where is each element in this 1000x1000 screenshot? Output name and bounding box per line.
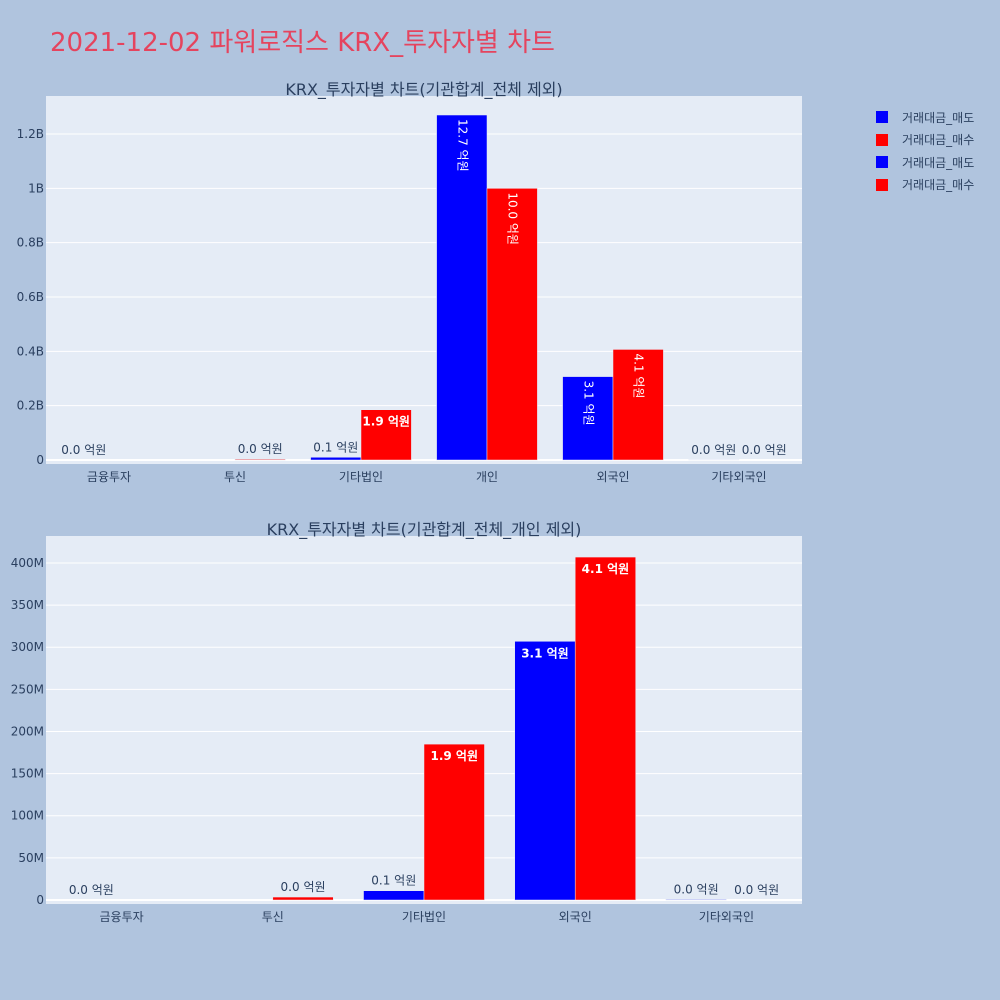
data-label: 12.7 억원 [455, 119, 469, 172]
data-label: 1.9 억원 [430, 749, 478, 763]
data-label: 0.0 억원 [742, 443, 787, 457]
y-tick-label: 1B [28, 181, 44, 195]
page-title: 2021-12-02 파워로직스 KRX_투자자별 차트 [50, 28, 555, 58]
y-tick-label: 1.2B [17, 127, 44, 141]
y-tick-label: 0.2B [17, 399, 44, 413]
data-label: 10.0 억원 [506, 192, 520, 245]
data-label: 0.0 억원 [734, 883, 779, 897]
data-label: 3.1 억원 [581, 381, 595, 426]
data-label: 3.1 억원 [521, 646, 569, 660]
y-tick-label: 350M [11, 598, 44, 612]
x-tick-label: 기타법인 [402, 910, 446, 924]
y-tick-label: 50M [18, 851, 44, 865]
bar-sell [310, 457, 362, 461]
x-tick-label: 기타외국인 [711, 470, 766, 484]
y-tick-label: 0.8B [17, 236, 44, 250]
data-label: 0.0 억원 [691, 443, 736, 457]
data-label: 4.1 억원 [582, 562, 630, 576]
legend-item-buy-2[interactable]: 거래대금_매수 [876, 174, 974, 197]
legend-label: 거래대금_매도 [902, 155, 975, 170]
bar-buy [612, 349, 664, 461]
data-label: 0.0 억원 [674, 882, 719, 896]
y-tick-label: 150M [11, 767, 44, 781]
x-tick-label: 기타외국인 [699, 910, 754, 924]
x-tick-label: 외국인 [559, 910, 592, 924]
legend-item-sell-1[interactable]: 거래대금_매도 [876, 106, 974, 129]
data-label: 0.0 억원 [69, 883, 114, 897]
subplot-title: KRX_투자자별 차트(기관합계_전체 제외) [285, 80, 562, 100]
data-label: 0.1 억원 [371, 874, 416, 888]
x-tick-label: 외국인 [596, 470, 629, 484]
legend-label: 거래대금_매수 [902, 133, 975, 148]
bar-sell [363, 890, 425, 901]
legend[interactable]: 거래대금_매도 거래대금_매수 거래대금_매도 거래대금_매수 [876, 106, 974, 196]
data-label: 0.0 억원 [61, 443, 106, 457]
bar-buy [234, 458, 286, 461]
bar-sell [562, 376, 614, 461]
y-tick-label: 100M [11, 809, 44, 823]
y-tick-label: 250M [11, 682, 44, 696]
bar-buy [486, 188, 538, 461]
y-tick-label: 0 [36, 453, 44, 467]
bar-buy [360, 409, 412, 461]
data-label: 0.0 억원 [281, 880, 326, 894]
bar-buy [272, 896, 334, 901]
x-tick-label: 금융투자 [87, 470, 131, 484]
data-label: 0.0 억원 [238, 442, 283, 456]
x-tick-label: 금융투자 [100, 910, 144, 924]
x-tick-label: 개인 [476, 470, 498, 484]
bar-sell [436, 114, 488, 461]
x-tick-label: 기타법인 [339, 470, 383, 484]
y-tick-label: 0.4B [17, 344, 44, 358]
bar-sell [514, 641, 576, 901]
data-label: 4.1 억원 [632, 353, 646, 398]
y-tick-label: 0 [36, 893, 44, 907]
legend-label: 거래대금_매수 [902, 178, 975, 193]
y-tick-label: 400M [11, 556, 44, 570]
data-label: 0.1 억원 [313, 440, 358, 454]
data-label: 1.9 억원 [362, 415, 410, 429]
bar-buy [423, 743, 485, 901]
legend-swatch [876, 111, 888, 124]
x-tick-label: 투신 [262, 910, 284, 924]
y-tick-label: 300M [11, 640, 44, 654]
legend-item-buy-1[interactable]: 거래대금_매수 [876, 129, 974, 152]
plot-area [46, 96, 802, 464]
legend-swatch [876, 156, 888, 169]
legend-item-sell-2[interactable]: 거래대금_매도 [876, 151, 974, 174]
legend-swatch [876, 133, 888, 146]
legend-label: 거래대금_매도 [902, 110, 975, 125]
x-tick-label: 투신 [224, 470, 246, 484]
y-tick-label: 200M [11, 724, 44, 738]
subplot-title: KRX_투자자별 차트(기관합계_전체_개인 제외) [267, 520, 582, 540]
legend-swatch [876, 178, 888, 191]
bar-sell [665, 899, 727, 901]
y-tick-label: 0.6B [17, 290, 44, 304]
bar-buy [574, 556, 636, 901]
